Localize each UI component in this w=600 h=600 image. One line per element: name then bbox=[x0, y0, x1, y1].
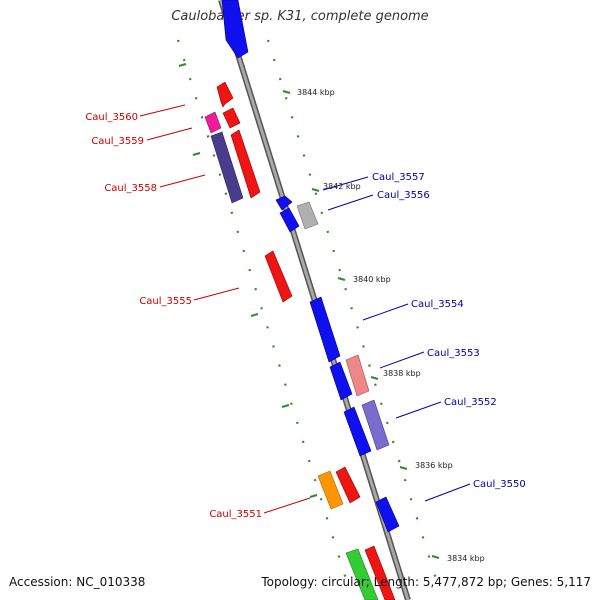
gene-label[interactable]: Caul_3554 bbox=[411, 299, 464, 310]
kbp-tick bbox=[431, 555, 440, 559]
kbp-tick bbox=[282, 90, 291, 94]
gene-red-upper[interactable] bbox=[222, 107, 241, 129]
gene-caul-3559-left[interactable] bbox=[204, 111, 222, 134]
gene-caul-3552[interactable] bbox=[361, 399, 390, 451]
gene-caul-3550[interactable] bbox=[375, 496, 400, 533]
label-leader bbox=[322, 176, 369, 191]
gene-label[interactable]: Caul_3556 bbox=[377, 190, 430, 201]
gene-label[interactable]: Caul_3557 bbox=[372, 172, 425, 183]
label-leader bbox=[139, 104, 186, 117]
kbp-label: 3844 kbp bbox=[297, 88, 335, 97]
kbp-label: 3836 kbp bbox=[415, 461, 453, 470]
gene-label[interactable]: Caul_3550 bbox=[473, 479, 526, 490]
gene-label[interactable]: Caul_3559 bbox=[91, 136, 144, 147]
accession-text: Accession: NC_010338 bbox=[9, 575, 146, 589]
gene-caul-3558[interactable] bbox=[210, 131, 244, 204]
label-leader bbox=[159, 174, 206, 188]
tick-guide-left bbox=[176, 39, 352, 593]
label-leader bbox=[263, 497, 311, 514]
gene-label[interactable]: Caul_3552 bbox=[444, 397, 497, 408]
kbp-tick bbox=[250, 313, 259, 317]
gene-red-bottom[interactable] bbox=[364, 545, 396, 600]
gene-caul-3551[interactable] bbox=[335, 466, 361, 504]
label-leader bbox=[362, 303, 409, 321]
gene-caul-3554[interactable] bbox=[309, 296, 341, 363]
gene-caul-3560[interactable] bbox=[216, 81, 234, 108]
gene-caul-3555[interactable] bbox=[264, 250, 293, 303]
kbp-label: 3838 kbp bbox=[383, 369, 421, 378]
gene-green[interactable] bbox=[345, 548, 379, 600]
gene-blue-top[interactable] bbox=[221, 0, 249, 59]
gene-blue-mid[interactable] bbox=[329, 361, 353, 401]
gene-red-long-upper[interactable] bbox=[230, 129, 261, 199]
kbp-tick bbox=[309, 494, 318, 498]
gene-label[interactable]: Caul_3558 bbox=[104, 183, 157, 194]
label-leader bbox=[327, 194, 374, 211]
gene-label[interactable]: Caul_3553 bbox=[427, 348, 480, 359]
label-leader bbox=[424, 483, 471, 502]
gene-label[interactable]: Caul_3555 bbox=[139, 296, 192, 307]
gene-caul-3557[interactable] bbox=[275, 195, 293, 211]
gene-label[interactable]: Caul_3551 bbox=[209, 509, 262, 520]
gene-label[interactable]: Caul_3560 bbox=[85, 112, 138, 123]
label-leader bbox=[395, 401, 442, 419]
kbp-tick bbox=[281, 404, 290, 408]
kbp-label: 3842 kbp bbox=[323, 182, 361, 191]
kbp-label: 3840 kbp bbox=[353, 275, 391, 284]
gene-caul-3551-orange[interactable] bbox=[317, 470, 344, 510]
kbp-tick bbox=[178, 63, 187, 67]
gene-caul-3553[interactable] bbox=[345, 354, 370, 397]
label-leader bbox=[146, 127, 193, 141]
kbp-tick bbox=[311, 188, 320, 192]
kbp-tick bbox=[192, 152, 201, 156]
kbp-label: 3834 kbp bbox=[447, 554, 485, 563]
label-leader bbox=[379, 351, 425, 369]
gene-blue-lower[interactable] bbox=[343, 406, 372, 457]
tick-guide-right bbox=[266, 39, 442, 593]
gene-blue-small[interactable] bbox=[279, 207, 300, 233]
label-leader bbox=[193, 287, 240, 301]
gene-caul-3556[interactable] bbox=[296, 201, 319, 230]
kbp-tick bbox=[337, 277, 346, 281]
kbp-tick bbox=[399, 466, 408, 470]
kbp-tick bbox=[370, 376, 379, 380]
genome-summary-text: Topology: circular; Length: 5,477,872 bp… bbox=[261, 575, 591, 589]
